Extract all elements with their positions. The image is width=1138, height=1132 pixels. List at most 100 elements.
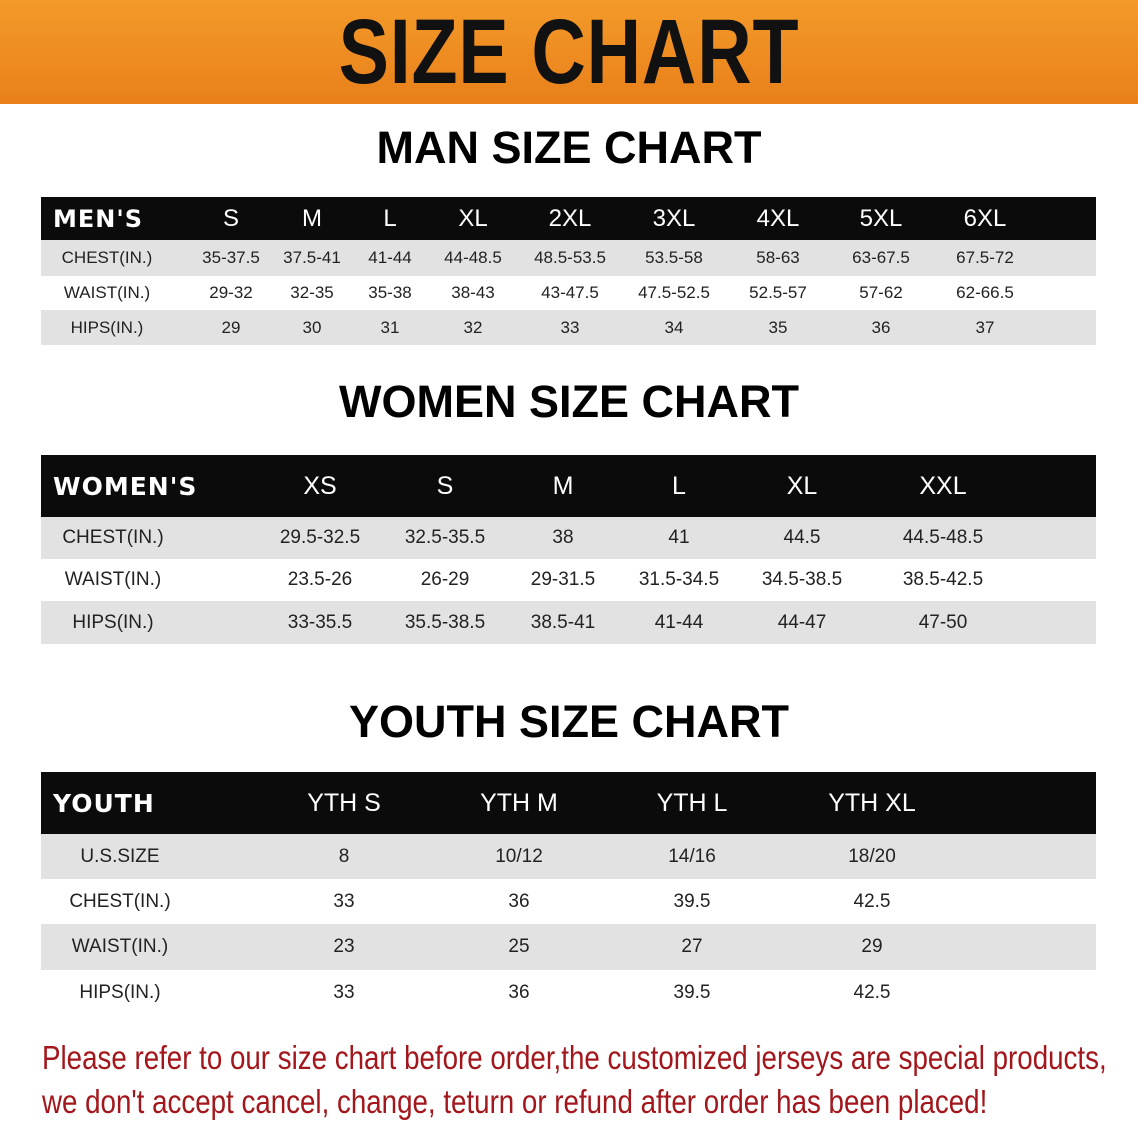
size-header: XL <box>458 204 488 232</box>
measurement-label: HIPS(IN.) <box>70 317 144 337</box>
women-header-label: WOMEN'S <box>53 471 198 501</box>
size-header: S <box>436 471 454 500</box>
measurement-value: 31.5-34.5 <box>638 569 720 590</box>
measurement-value: 39.5 <box>673 981 711 1003</box>
women-table-row: CHEST(IN.) 29.5-32.5 32.5-35.5 38 41 44.5 44.5… <box>41 517 1096 559</box>
youth-table-row: WAIST(IN.) 23 25 27 29 <box>41 924 1096 970</box>
size-header: M <box>552 471 574 500</box>
youth-size-table: YOUTH YTH S YTH M YTH L YTH XL U.S.SIZE 8 10/12… <box>41 772 1096 1015</box>
banner: SIZE CHART <box>0 0 1138 104</box>
size-header: XL <box>786 471 818 500</box>
measurement-value: 8 <box>338 845 350 867</box>
size-header: YTH XL <box>828 788 916 817</box>
measurement-label: WAIST(IN.) <box>64 569 162 590</box>
men-table-row: HIPS(IN.) 29 30 31 32 33 34 35 36 37 <box>41 310 1096 345</box>
size-header: 4XL <box>756 204 800 232</box>
measurement-value: 38.5-41 <box>530 611 596 633</box>
measurement-value: 41 <box>668 527 690 548</box>
measurement-value: 44.5 <box>783 527 821 548</box>
women-size-table: WOMEN'S XS S M L XL XXL CHEST(IN.) 29.5-32.5 32.5… <box>41 455 1096 644</box>
measurement-value: 38-43 <box>451 283 495 302</box>
women-table-row: WAIST(IN.) 23.5-26 26-29 29-31.5 31.5-34.5 34… <box>41 559 1096 601</box>
measurement-value: 53.5-58 <box>645 248 703 267</box>
measurement-value: 37 <box>975 317 995 337</box>
measurement-value: 26-29 <box>420 569 470 590</box>
youth-header-row: YOUTH YTH S YTH M YTH L YTH XL <box>41 772 1096 834</box>
measurement-value: 47-50 <box>918 611 968 633</box>
measurement-value: 33-35.5 <box>287 611 353 633</box>
measurement-value: 48.5-53.5 <box>534 248 606 267</box>
size-header: XXL <box>919 471 967 500</box>
measurement-value: 44-48.5 <box>444 248 502 267</box>
youth-table-row: CHEST(IN.) 33 36 39.5 42.5 <box>41 879 1096 924</box>
measurement-value: 32-35 <box>290 283 334 302</box>
youth-table-row: HIPS(IN.) 33 36 39.5 42.5 <box>41 970 1096 1015</box>
measurement-value: 27 <box>681 936 703 957</box>
measurement-value: 67.5-72 <box>956 248 1014 267</box>
measurement-value: 31 <box>380 317 400 337</box>
size-header: YTH L <box>656 788 728 817</box>
measurement-value: 39.5 <box>673 890 711 912</box>
measurement-value: 43-47.5 <box>541 283 599 302</box>
measurement-value: 36 <box>508 981 530 1003</box>
measurement-value: 14/16 <box>668 845 716 867</box>
measurement-value: 29-32 <box>209 283 253 302</box>
measurement-value: 33 <box>333 981 355 1003</box>
measurement-value: 47.5-52.5 <box>638 283 710 302</box>
measurement-label: CHEST(IN.) <box>62 527 164 548</box>
size-header: YTH S <box>307 788 381 817</box>
measurement-value: 35-37.5 <box>202 248 260 267</box>
men-section-title: MAN SIZE CHART <box>376 122 762 173</box>
size-header: XS <box>303 471 337 500</box>
measurement-value: 37.5-41 <box>283 248 341 267</box>
footer-line-1: Please refer to our size chart before or… <box>42 1039 1107 1076</box>
measurement-label: CHEST(IN.) <box>69 890 171 912</box>
measurement-value: 32 <box>463 317 483 337</box>
measurement-value: 36 <box>871 317 891 337</box>
measurement-label: HIPS(IN.) <box>79 981 161 1003</box>
measurement-value: 41-44 <box>368 248 412 267</box>
measurement-value: 62-66.5 <box>956 283 1014 302</box>
measurement-value: 33 <box>560 317 580 337</box>
men-header-label: MEN'S <box>53 204 143 233</box>
measurement-value: 32.5-35.5 <box>404 527 486 548</box>
measurement-label: CHEST(IN.) <box>61 248 153 267</box>
size-header: YTH M <box>480 788 558 817</box>
banner-title: SIZE CHART <box>338 1 800 103</box>
measurement-value: 44.5-48.5 <box>902 527 984 548</box>
footer-notice: Please refer to our size chart before or… <box>42 1036 1107 1124</box>
women-table-row: HIPS(IN.) 33-35.5 35.5-38.5 38.5-41 41-44 44-… <box>41 601 1096 644</box>
men-table-row: WAIST(IN.) 29-32 32-35 35-38 38-43 43-47.5 47.… <box>41 276 1096 310</box>
men-header-row: MEN'S S M L XL 2XL 3XL 4XL 5XL 6XL <box>41 197 1096 240</box>
measurement-label: WAIST(IN.) <box>63 283 151 302</box>
measurement-value: 34.5-38.5 <box>761 569 843 590</box>
size-header: L <box>672 471 686 500</box>
women-header-row: WOMEN'S XS S M L XL XXL <box>41 455 1096 517</box>
size-header: M <box>302 204 322 232</box>
size-header: 3XL <box>652 204 696 232</box>
measurement-value: 38 <box>552 527 574 548</box>
measurement-label: U.S.SIZE <box>80 845 160 867</box>
size-header: 2XL <box>548 204 592 232</box>
size-header: 6XL <box>963 204 1007 232</box>
size-header: 5XL <box>859 204 903 232</box>
measurement-value: 35-38 <box>368 283 412 302</box>
measurement-value: 18/20 <box>848 845 896 867</box>
measurement-label: WAIST(IN.) <box>71 936 169 957</box>
measurement-value: 29-31.5 <box>530 569 596 590</box>
measurement-value: 35.5-38.5 <box>404 611 486 633</box>
measurement-value: 29 <box>221 317 241 337</box>
measurement-value: 23.5-26 <box>287 569 353 590</box>
men-table-row: CHEST(IN.) 35-37.5 37.5-41 41-44 44-48.5 48.5… <box>41 240 1096 276</box>
measurement-value: 33 <box>333 890 355 912</box>
measurement-value: 41-44 <box>654 611 704 633</box>
measurement-value: 35 <box>768 317 788 337</box>
measurement-value: 42.5 <box>853 981 891 1003</box>
youth-section-title: YOUTH SIZE CHART <box>348 696 789 747</box>
measurement-value: 25 <box>508 936 530 957</box>
measurement-value: 29.5-32.5 <box>279 527 361 548</box>
youth-header-label: YOUTH <box>53 788 155 818</box>
measurement-value: 36 <box>508 890 530 912</box>
measurement-value: 10/12 <box>495 845 543 867</box>
measurement-value: 52.5-57 <box>749 283 807 302</box>
